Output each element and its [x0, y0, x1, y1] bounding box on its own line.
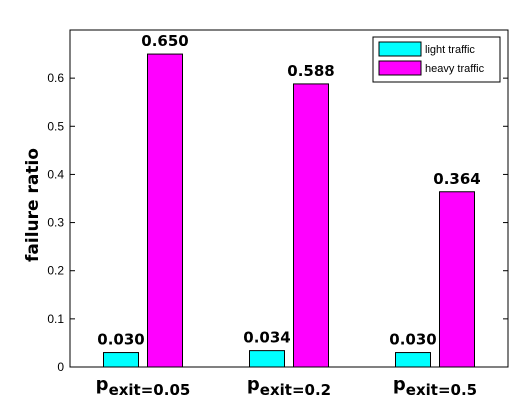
y-axis: 0 0.1 0.2 0.3 0.4 0.5 0.6 [47, 71, 508, 374]
bar-light-2 [395, 352, 431, 368]
y-tick-label: 0.5 [47, 119, 64, 133]
data-label: 0.364 [433, 170, 480, 188]
bars-group: 0.030 0.650 0.034 0.588 0.030 0.364 [97, 32, 481, 368]
legend-swatch [378, 41, 422, 57]
bar-heavy-0 [147, 53, 183, 368]
y-tick-label: 0.1 [47, 312, 64, 326]
category-labels: pexit=0.05 pexit=0.2 pexit=0.5 [96, 374, 477, 399]
legend-entry: heavy traffic [425, 63, 485, 75]
y-tick-label: 0 [57, 360, 64, 374]
data-label: 0.030 [389, 331, 436, 349]
x-tick-label: pexit=0.05 [96, 374, 191, 399]
bar-heavy-2 [439, 191, 475, 368]
y-tick-label: 0.4 [47, 167, 64, 181]
legend-swatch [378, 60, 422, 76]
data-label: 0.034 [243, 329, 290, 347]
legend: light traffic heavy traffic [372, 36, 501, 83]
x-tick-label: pexit=0.2 [247, 374, 331, 399]
bar-light-1 [249, 350, 285, 368]
y-axis-label: failure ratio [23, 148, 43, 262]
bar-light-0 [103, 352, 139, 368]
bar-heavy-1 [293, 83, 329, 368]
y-tick-label: 0.3 [47, 216, 64, 230]
data-label: 0.030 [97, 331, 144, 349]
y-tick-label: 0.6 [47, 71, 64, 85]
x-tick-label: pexit=0.5 [393, 374, 477, 399]
data-label: 0.588 [287, 62, 334, 80]
y-tick-label: 0.2 [47, 264, 64, 278]
data-label: 0.650 [141, 32, 188, 50]
legend-entry: light traffic [425, 44, 475, 56]
plot-area [69, 29, 509, 368]
